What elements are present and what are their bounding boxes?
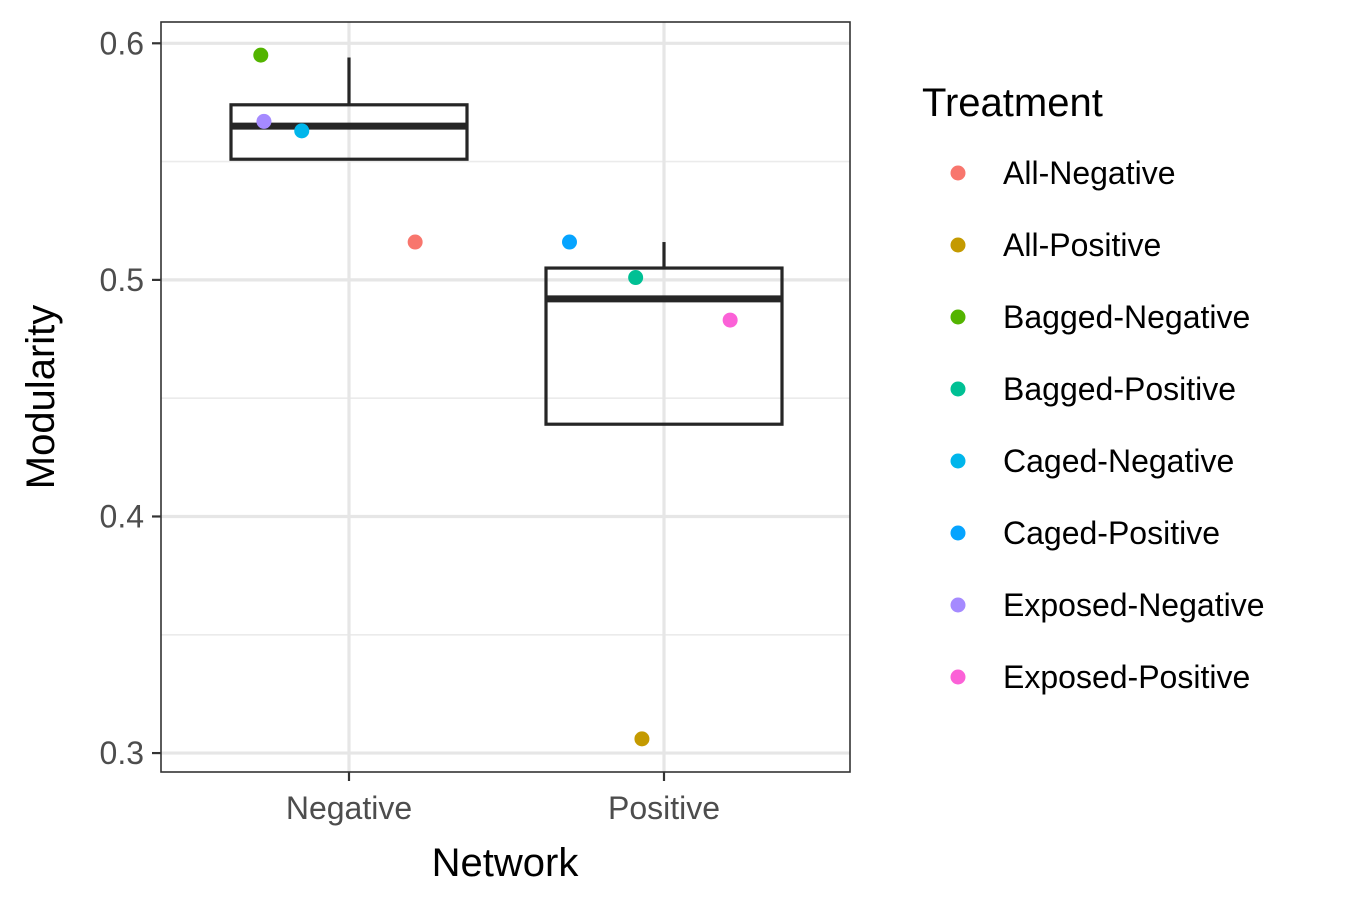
x-axis-title: Network	[432, 841, 580, 885]
legend-item: Caged-Positive	[950, 515, 1220, 551]
legend-item: Bagged-Positive	[950, 371, 1236, 407]
point-all-positive	[634, 731, 650, 747]
legend-key	[950, 237, 966, 253]
legend-label: All-Positive	[1003, 227, 1161, 263]
x-tick-label: Negative	[286, 790, 412, 826]
x-tick-label: Positive	[608, 790, 720, 826]
point-bagged-positive	[628, 270, 644, 286]
box-plots	[229, 57, 784, 426]
x-axis: Negative Positive	[286, 772, 720, 826]
y-tick-label: 0.6	[100, 25, 144, 61]
legend-key	[950, 381, 966, 397]
point-exposed-negative	[256, 113, 272, 129]
plot-panel	[161, 22, 850, 772]
legend-label: Bagged-Negative	[1003, 299, 1250, 335]
point-all-negative	[407, 234, 423, 250]
legend-items: All-Negative All-Positive Bagged-Negative B…	[950, 155, 1264, 695]
legend-key	[950, 669, 966, 685]
legend-key	[950, 453, 966, 469]
plot-panel-border	[160, 21, 851, 773]
box-negative	[229, 57, 469, 161]
legend-item: All-Positive	[950, 227, 1161, 263]
legend-item: Caged-Negative	[950, 443, 1234, 479]
point-caged-negative	[294, 123, 310, 139]
legend-label: Caged-Positive	[1003, 515, 1220, 551]
legend-key	[950, 597, 966, 613]
y-tick-label: 0.5	[100, 262, 144, 298]
box-iqr	[544, 266, 784, 426]
data-points	[253, 47, 738, 747]
grid-lines	[161, 22, 850, 772]
point-bagged-negative	[253, 47, 269, 63]
y-axis-title: Modularity	[19, 305, 63, 490]
point-caged-positive	[562, 234, 577, 250]
legend-label: All-Negative	[1003, 155, 1176, 191]
box-iqr	[229, 103, 469, 161]
point-exposed-positive	[722, 312, 738, 328]
legend-label: Exposed-Negative	[1003, 587, 1264, 623]
y-tick-label: 0.3	[100, 735, 144, 771]
legend-item: Exposed-Negative	[950, 587, 1264, 623]
legend-key	[950, 165, 966, 181]
legend-item: All-Negative	[950, 155, 1176, 191]
legend: Treatment All-Negative All-Positive Bagged…	[922, 81, 1264, 695]
legend-label: Bagged-Positive	[1003, 371, 1236, 407]
legend-label: Caged-Negative	[1003, 443, 1234, 479]
legend-key	[950, 525, 966, 541]
legend-label: Exposed-Positive	[1003, 659, 1250, 695]
y-axis: 0.3 0.4 0.5 0.6	[100, 25, 161, 771]
y-tick-label: 0.4	[100, 498, 144, 534]
legend-item: Bagged-Negative	[950, 299, 1250, 335]
legend-key	[950, 309, 966, 325]
box-positive	[544, 242, 784, 426]
legend-item: Exposed-Positive	[950, 659, 1250, 695]
legend-title: Treatment	[922, 81, 1103, 125]
